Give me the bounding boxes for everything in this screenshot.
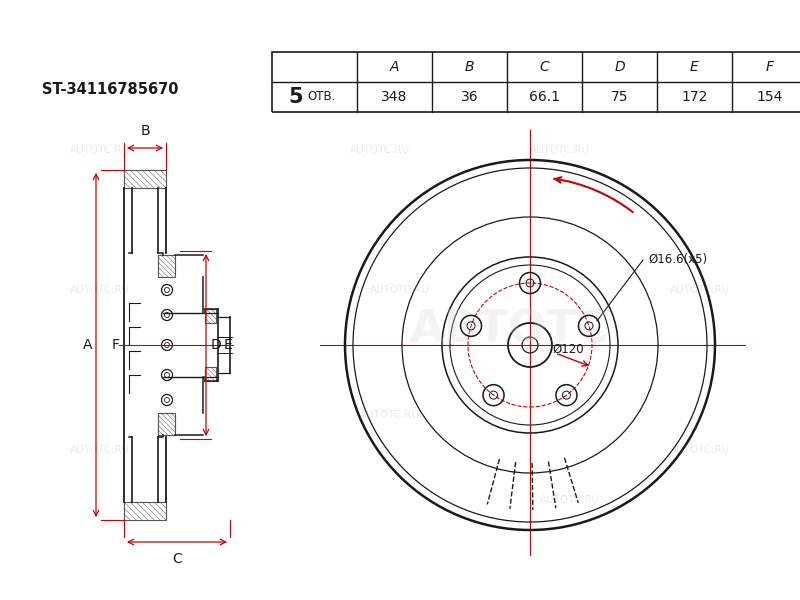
Text: AUTOTC.RU: AUTOTC.RU	[370, 285, 430, 295]
Text: АВТОТС: АВТОТС	[410, 308, 610, 352]
Text: AUTOTC.RU: AUTOTC.RU	[670, 445, 730, 455]
Text: C: C	[172, 552, 182, 566]
Text: AUTOTC.RU: AUTOTC.RU	[540, 495, 600, 505]
Text: AUTOTC.RU: AUTOTC.RU	[70, 145, 130, 155]
Text: AUTOTC.RU: AUTOTC.RU	[70, 285, 130, 295]
Text: ST-34116785670: ST-34116785670	[42, 82, 178, 97]
Bar	[124, 170, 166, 188]
Bar	[158, 255, 175, 277]
Text: A: A	[390, 60, 399, 74]
Text: F: F	[766, 60, 774, 74]
Text: E: E	[224, 338, 233, 352]
Text: 172: 172	[682, 90, 708, 104]
Text: B: B	[140, 124, 150, 138]
Text: AUTOTC.RU: AUTOTC.RU	[360, 410, 420, 420]
Text: AUTOTC.RU: AUTOTC.RU	[670, 285, 730, 295]
Bar	[158, 413, 175, 435]
Text: Ø120: Ø120	[552, 343, 584, 355]
Text: D: D	[211, 338, 222, 352]
Bar	[124, 502, 166, 520]
Text: 66.1: 66.1	[529, 90, 560, 104]
Text: F: F	[112, 338, 120, 352]
Bar	[205, 309, 216, 323]
Text: AUTOTC.RU: AUTOTC.RU	[70, 445, 130, 455]
Text: 75: 75	[610, 90, 628, 104]
Text: AUTOTC.RU: AUTOTC.RU	[530, 145, 590, 155]
Text: AUTOTC.RU: AUTOTC.RU	[350, 145, 410, 155]
Text: Ø16.6(x5): Ø16.6(x5)	[648, 253, 707, 266]
Bar	[205, 367, 216, 381]
Text: D: D	[614, 60, 625, 74]
Bar	[272, 52, 800, 112]
Text: 348: 348	[382, 90, 408, 104]
Text: 36: 36	[461, 90, 478, 104]
Text: B: B	[465, 60, 474, 74]
Text: ОТВ.: ОТВ.	[307, 91, 335, 103]
Text: C: C	[540, 60, 550, 74]
Text: 154: 154	[756, 90, 782, 104]
Text: A: A	[83, 338, 93, 352]
Text: E: E	[690, 60, 699, 74]
Text: 5: 5	[288, 87, 302, 107]
